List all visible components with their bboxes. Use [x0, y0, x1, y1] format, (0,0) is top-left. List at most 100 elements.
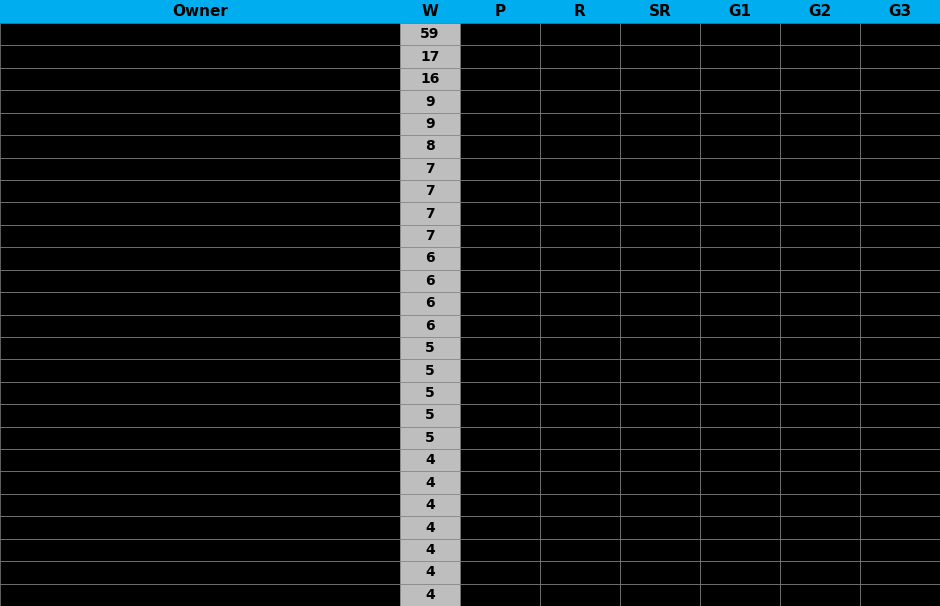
- Bar: [0, 0, 400, 23]
- Text: 7: 7: [425, 207, 435, 221]
- Bar: [860, 158, 940, 180]
- Bar: [700, 68, 780, 90]
- Bar: [540, 337, 619, 359]
- Text: 7: 7: [425, 162, 435, 176]
- Bar: [700, 516, 780, 539]
- Bar: [0, 337, 400, 359]
- Bar: [780, 584, 860, 606]
- Text: 59: 59: [420, 27, 440, 41]
- Bar: [619, 135, 700, 158]
- Bar: [860, 382, 940, 404]
- Bar: [780, 202, 860, 225]
- Bar: [700, 561, 780, 584]
- Bar: [400, 180, 460, 202]
- Bar: [619, 449, 700, 471]
- Bar: [540, 90, 619, 113]
- Text: P: P: [494, 4, 506, 19]
- Bar: [460, 539, 540, 561]
- Bar: [619, 180, 700, 202]
- Bar: [400, 23, 460, 45]
- Bar: [460, 225, 540, 247]
- Bar: [0, 68, 400, 90]
- Bar: [860, 180, 940, 202]
- Bar: [540, 113, 619, 135]
- Bar: [0, 404, 400, 427]
- Bar: [619, 158, 700, 180]
- Bar: [0, 561, 400, 584]
- Text: 16: 16: [420, 72, 440, 86]
- Bar: [619, 23, 700, 45]
- Bar: [540, 427, 619, 449]
- Bar: [400, 382, 460, 404]
- Bar: [860, 225, 940, 247]
- Bar: [0, 539, 400, 561]
- Bar: [540, 561, 619, 584]
- Bar: [0, 202, 400, 225]
- Bar: [400, 471, 460, 494]
- Bar: [860, 359, 940, 382]
- Text: 4: 4: [425, 476, 435, 490]
- Text: 5: 5: [425, 341, 435, 355]
- Bar: [700, 270, 780, 292]
- Bar: [860, 404, 940, 427]
- Bar: [700, 449, 780, 471]
- Bar: [619, 90, 700, 113]
- Bar: [700, 90, 780, 113]
- Bar: [619, 202, 700, 225]
- Bar: [700, 202, 780, 225]
- Bar: [460, 471, 540, 494]
- Bar: [460, 247, 540, 270]
- Bar: [0, 516, 400, 539]
- Bar: [860, 202, 940, 225]
- Bar: [700, 539, 780, 561]
- Bar: [400, 90, 460, 113]
- Bar: [780, 427, 860, 449]
- Bar: [540, 539, 619, 561]
- Bar: [460, 561, 540, 584]
- Bar: [700, 315, 780, 337]
- Text: 6: 6: [425, 319, 435, 333]
- Bar: [619, 270, 700, 292]
- Bar: [400, 202, 460, 225]
- Bar: [780, 225, 860, 247]
- Bar: [540, 23, 619, 45]
- Bar: [860, 337, 940, 359]
- Bar: [400, 135, 460, 158]
- Text: 4: 4: [425, 521, 435, 534]
- Bar: [540, 202, 619, 225]
- Text: Owner: Owner: [172, 4, 227, 19]
- Bar: [0, 315, 400, 337]
- Bar: [460, 516, 540, 539]
- Text: 8: 8: [425, 139, 435, 153]
- Bar: [619, 561, 700, 584]
- Bar: [780, 315, 860, 337]
- Bar: [0, 494, 400, 516]
- Bar: [619, 315, 700, 337]
- Bar: [0, 180, 400, 202]
- Bar: [780, 180, 860, 202]
- Bar: [400, 584, 460, 606]
- Bar: [619, 539, 700, 561]
- Bar: [860, 0, 940, 23]
- Bar: [540, 516, 619, 539]
- Bar: [619, 494, 700, 516]
- Bar: [460, 158, 540, 180]
- Bar: [0, 23, 400, 45]
- Bar: [619, 0, 700, 23]
- Bar: [460, 270, 540, 292]
- Bar: [619, 292, 700, 315]
- Bar: [540, 471, 619, 494]
- Bar: [619, 516, 700, 539]
- Bar: [780, 471, 860, 494]
- Bar: [860, 113, 940, 135]
- Bar: [780, 68, 860, 90]
- Bar: [700, 113, 780, 135]
- Bar: [460, 135, 540, 158]
- Bar: [540, 247, 619, 270]
- Text: G2: G2: [808, 4, 832, 19]
- Bar: [0, 382, 400, 404]
- Bar: [0, 427, 400, 449]
- Bar: [460, 90, 540, 113]
- Bar: [540, 449, 619, 471]
- Bar: [540, 270, 619, 292]
